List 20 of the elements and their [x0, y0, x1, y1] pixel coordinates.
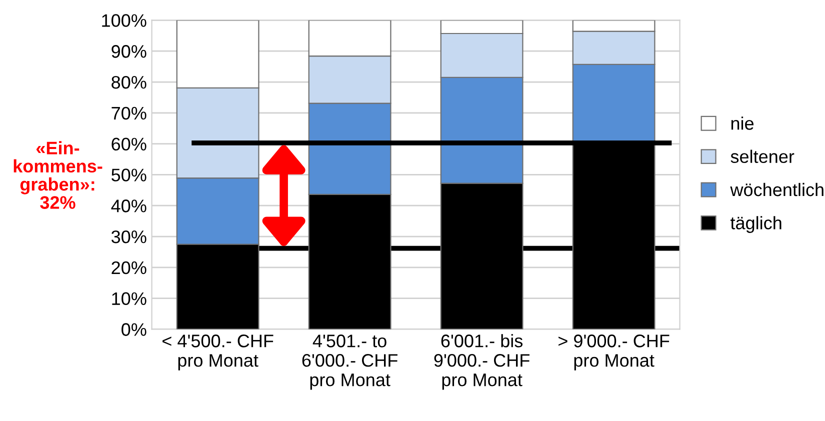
x-tick-label: > 9'000.- CHF pro Monat: [558, 334, 670, 370]
y-tick-label: 70%: [112, 106, 146, 120]
y-tick-label: 50%: [112, 168, 146, 182]
y-tick-label: 30%: [111, 230, 146, 244]
y-tick-label: 90%: [112, 45, 146, 58]
text: «Ein- kommens- graben»: 32%: [14, 141, 102, 209]
y-tick-label: 20%: [112, 261, 146, 274]
x-tick-label: < 4'500.- CHF pro Monat: [162, 334, 274, 370]
y-tick-label: 10%: [112, 292, 146, 306]
x-tick-label: 4'501.- to 6'000.- CHF pro Monat: [302, 334, 398, 390]
y-tick-label: 60%: [112, 138, 146, 151]
y-tick-label: 40%: [111, 200, 146, 212]
y-tick-label: 0%: [122, 323, 146, 336]
legend-label: nie: [731, 116, 754, 130]
y-tick-label: 100%: [102, 14, 146, 27]
legend-label: täglich: [730, 216, 782, 233]
y-tick-label: 80%: [112, 76, 146, 89]
legend-label: wöchentlich: [730, 182, 824, 196]
legend-label: seltener: [730, 150, 794, 164]
x-tick-label: 6'001.- bis 9'000.- CHF pro Monat: [434, 334, 530, 390]
